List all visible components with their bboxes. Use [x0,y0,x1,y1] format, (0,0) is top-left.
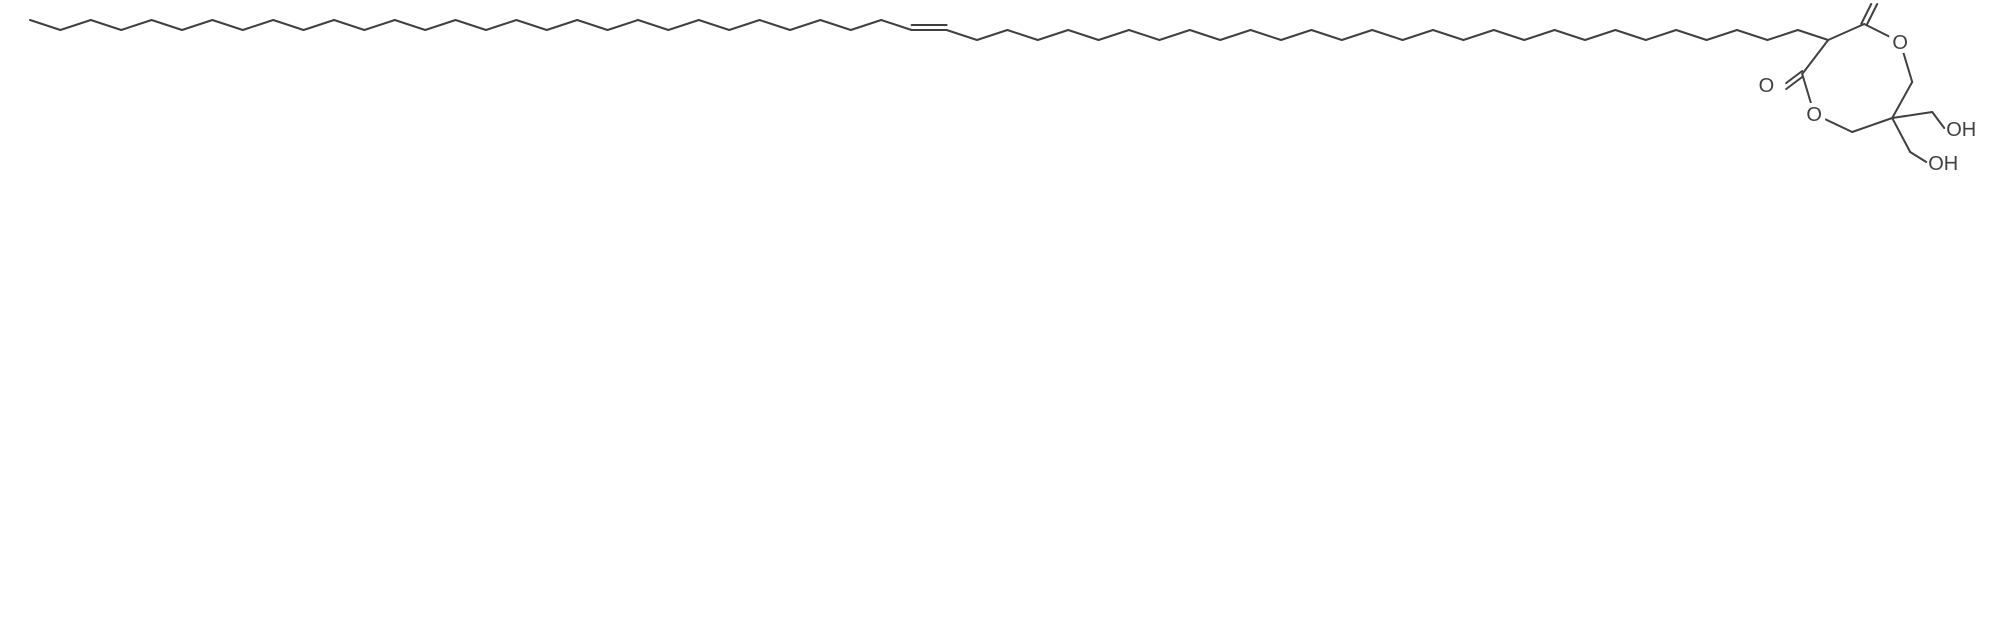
chain-bond [577,20,607,30]
chain-bond [395,20,425,30]
chain-bond [273,20,303,30]
chain-bond [243,20,273,30]
chain-bond [30,20,60,30]
chain-bond [60,20,90,30]
molecule-diagram: O O O O OH OH [0,0,2005,637]
ring-bond [1892,82,1912,118]
chain-bond [608,20,638,30]
ring-bond [1828,24,1864,40]
chain-bond [1585,30,1615,40]
chain-bond [152,20,182,30]
chain-bond [425,20,455,30]
chain-bond [881,20,911,30]
chain-bond [1311,30,1341,40]
chain-bond [947,30,977,40]
chain-bond [1038,30,1068,40]
substituent-bond [1892,112,1932,118]
chain-bond [1767,30,1797,40]
chain-bond [1190,30,1220,40]
chain-bond [638,20,668,30]
chain-bond [1281,30,1311,40]
label-o-ring-top: O [1892,32,1908,54]
chain-bond [1615,30,1645,40]
chain-bond [1129,30,1159,40]
chain-bond [1676,30,1706,40]
chain-bond [1555,30,1585,40]
chain-bond [212,20,242,30]
ring-bond [1802,40,1828,74]
chain-bond [1068,30,1098,40]
chain-bond [820,20,850,30]
chain-bond [1494,30,1524,40]
chain-bond [1707,30,1737,40]
label-oh-2: OH [1928,153,1958,175]
label-o-carbonyl-top: O [1866,0,1882,3]
chain-bond [977,30,1007,40]
chain-bond [729,20,759,30]
chain-bond [1463,30,1493,40]
chain-bond [1798,30,1828,40]
chain-bond [1220,30,1250,40]
ring-bond [1852,118,1892,132]
chain-bond [334,20,364,30]
substituent-bond [1932,112,1944,128]
chain-bond [1403,30,1433,40]
chain-bond [1251,30,1281,40]
substituent-bond [1910,152,1926,162]
chain-bond [456,20,486,30]
label-o-ring-bottom: O [1806,104,1822,126]
chain-bond [547,20,577,30]
chain-bond [699,20,729,30]
chain-bond [790,20,820,30]
chain-bond [1007,30,1037,40]
chain-bond [364,20,394,30]
chain-bond [1342,30,1372,40]
chain-bond [760,20,790,30]
substituent-bond [1892,118,1910,152]
chain-bond [121,20,151,30]
chain-bond [1099,30,1129,40]
chain-bond [91,20,121,30]
label-o-carbonyl-bottom: O [1759,75,1775,97]
carbonyl-bond [1786,71,1802,83]
label-oh-1: OH [1946,119,1976,141]
chain-bond [1524,30,1554,40]
chain-bond [516,20,546,30]
chain-bond [1737,30,1767,40]
chain-bond [668,20,698,30]
chain-bond [1159,30,1189,40]
chain-bond [182,20,212,30]
chain-bond [851,20,881,30]
chain-bond [1372,30,1402,40]
chain-bond [1646,30,1676,40]
chain-bond [486,20,516,30]
carbonyl-bond [1786,77,1802,89]
chain-bond [304,20,334,30]
chain-bond [1433,30,1463,40]
